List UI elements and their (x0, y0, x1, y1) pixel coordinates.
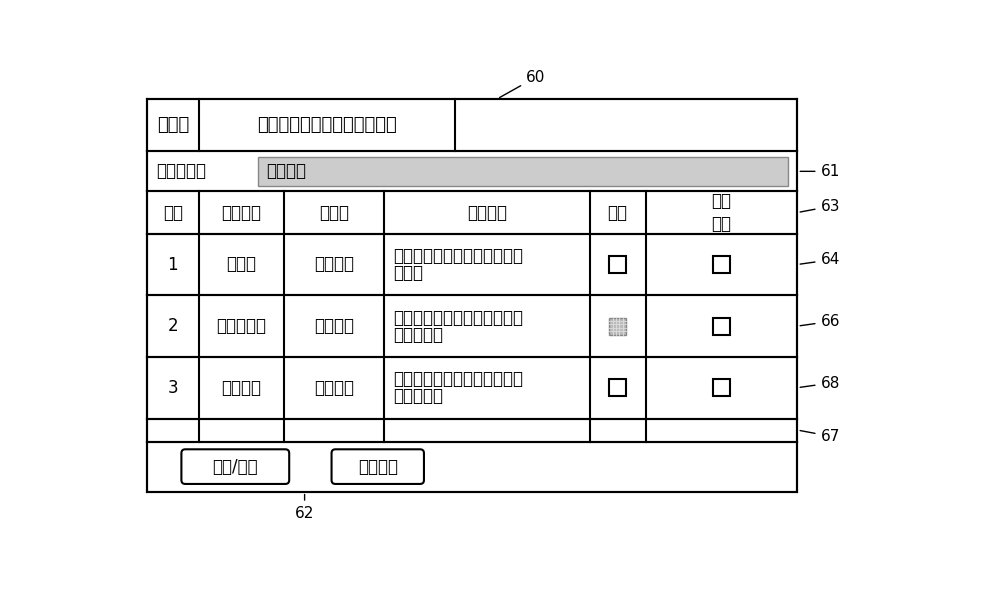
Text: 断路器: 断路器 (226, 256, 256, 274)
Bar (713, 256, 730, 273)
Text: 闸位置: 闸位置 (393, 264, 423, 282)
Bar (609, 379, 626, 396)
Text: 61: 61 (800, 164, 840, 179)
Text: 操作票: 操作票 (157, 116, 189, 134)
Bar (147, 99, 797, 491)
Text: 1: 1 (168, 256, 178, 274)
Text: 顺控分开: 顺控分开 (314, 256, 354, 274)
Text: 执行
情况: 执行 情况 (712, 193, 732, 233)
Text: 3: 3 (168, 379, 178, 397)
Text: 顺控状态：: 顺控状态： (156, 163, 206, 181)
FancyBboxPatch shape (181, 449, 289, 484)
Text: 62: 62 (295, 494, 314, 521)
Text: 2: 2 (168, 317, 178, 335)
Text: 顺控: 顺控 (608, 203, 628, 221)
Text: 自动检测电压值，判断负荷侧: 自动检测电压值，判断负荷侧 (393, 308, 523, 326)
Bar (609, 256, 626, 273)
Text: 顺控验电: 顺控验电 (314, 317, 354, 335)
Text: 63: 63 (800, 199, 840, 214)
Text: 操作内容: 操作内容 (467, 203, 507, 221)
Text: 序号: 序号 (163, 203, 183, 221)
Bar (609, 317, 626, 335)
FancyBboxPatch shape (332, 449, 424, 484)
Text: 66: 66 (800, 314, 840, 329)
Text: 至分闸位置: 至分闸位置 (393, 387, 443, 405)
Text: 操作项: 操作项 (319, 203, 349, 221)
Bar (713, 317, 730, 335)
Text: 64: 64 (800, 253, 840, 268)
Bar (713, 379, 730, 396)
Text: 电压互感器: 电压互感器 (216, 317, 266, 335)
Text: 启动/停止: 启动/停止 (212, 458, 258, 476)
Text: 67: 67 (800, 429, 840, 444)
Text: 故障复位: 故障复位 (358, 458, 398, 476)
Bar (258, 157, 788, 186)
Text: 顺控分开: 顺控分开 (314, 379, 354, 397)
Text: 隔离开关: 隔离开关 (221, 379, 261, 397)
Text: 60: 60 (500, 70, 545, 98)
Text: 顺控分开断路器、断路器至分: 顺控分开断路器、断路器至分 (393, 247, 523, 265)
Text: 顺控分开隔离开关、隔离开关: 顺控分开隔离开关、隔离开关 (393, 370, 523, 388)
Text: 线路无电压: 线路无电压 (393, 326, 443, 344)
Text: 顺控允许: 顺控允许 (266, 163, 306, 181)
Text: 任务：顺控馈线运行转冷备用: 任务：顺控馈线运行转冷备用 (257, 116, 397, 134)
Text: 操作设备: 操作设备 (221, 203, 261, 221)
Text: 68: 68 (800, 376, 840, 391)
